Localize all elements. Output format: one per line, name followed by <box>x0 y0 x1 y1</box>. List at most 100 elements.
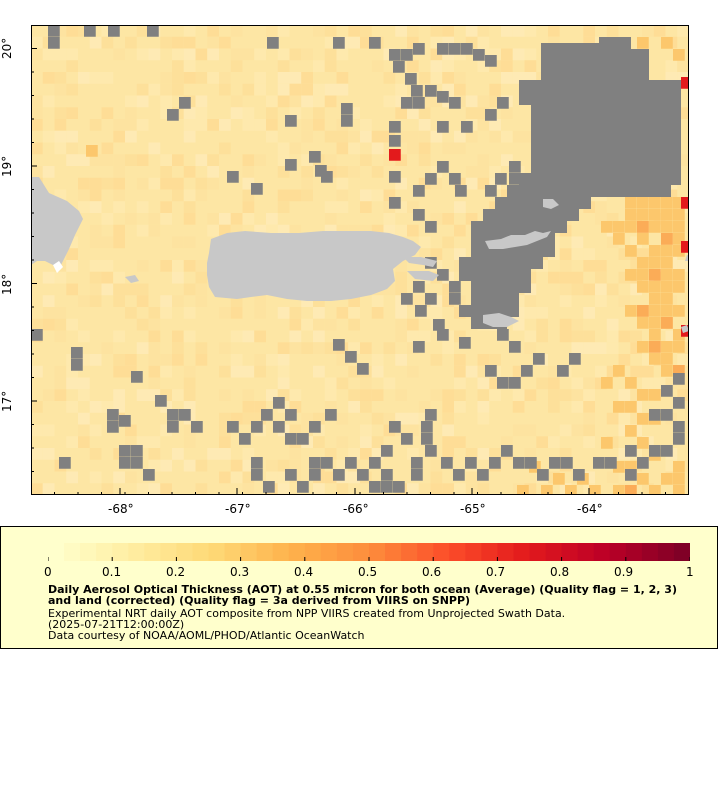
aot-cell <box>501 436 513 448</box>
aot-cell <box>418 142 431 155</box>
aot-cell <box>125 36 137 49</box>
aot-cell <box>606 471 619 484</box>
aot-cell-elevated <box>637 413 649 425</box>
aot-cell <box>266 354 278 366</box>
aot-cell <box>442 83 454 96</box>
aot-cell <box>336 412 349 425</box>
no-data-cell <box>167 421 179 433</box>
aot-cell <box>418 248 431 260</box>
aot-cell <box>136 224 149 237</box>
aot-cell <box>183 166 196 178</box>
aot-cell <box>559 260 572 272</box>
aot-cell <box>524 72 537 84</box>
no-data-cell <box>513 457 525 469</box>
aot-cell <box>254 295 266 307</box>
aot-cell <box>336 201 349 213</box>
aot-cell-elevated <box>649 293 661 305</box>
no-data-cell <box>71 347 83 359</box>
aot-map[interactable] <box>31 25 689 495</box>
aot-cell-high <box>389 149 401 161</box>
aot-cell <box>42 95 55 108</box>
colorbar-segment <box>561 543 579 561</box>
aot-cell-elevated <box>673 221 685 233</box>
aot-cell <box>642 354 654 366</box>
aot-cell <box>207 154 219 166</box>
no-data-cell <box>509 173 521 185</box>
no-data-cell <box>415 305 427 317</box>
aot-cell <box>595 213 607 225</box>
aot-cell <box>172 295 184 307</box>
map-frame[interactable] <box>31 25 689 495</box>
aot-cell <box>54 130 67 143</box>
aot-cell <box>125 365 137 378</box>
colorbar-tick-1: 1 <box>686 565 694 579</box>
aot-cell <box>348 342 360 354</box>
aot-cell <box>54 377 67 390</box>
aot-cell <box>642 483 654 495</box>
aot-cell <box>595 271 607 284</box>
aot-cell <box>160 401 172 413</box>
no-data-cell <box>131 371 143 383</box>
aot-cell <box>477 25 490 37</box>
aot-cell <box>442 448 454 460</box>
no-data-cell <box>59 457 71 469</box>
aot-cell <box>242 166 255 178</box>
aot-cell <box>407 448 419 460</box>
aot-cell <box>172 354 184 366</box>
aot-cell <box>371 60 384 72</box>
no-data-cell <box>661 409 673 421</box>
aot-cell <box>618 330 631 343</box>
no-data-cell <box>411 469 423 481</box>
no-data-cell <box>495 173 507 185</box>
no-data-cell <box>605 457 617 469</box>
aot-cell <box>348 25 360 37</box>
aot-cell <box>78 177 90 190</box>
no-data-cell <box>333 339 345 351</box>
aot-cell <box>606 213 619 225</box>
aot-cell <box>324 213 337 225</box>
aot-cell <box>489 95 501 108</box>
aot-cell <box>78 295 90 307</box>
aot-cell <box>183 236 196 249</box>
aot-cell <box>489 377 501 390</box>
colorbar-segment <box>417 543 434 561</box>
aot-cell <box>360 424 372 437</box>
no-data-cell <box>437 121 449 133</box>
aot-cell <box>148 354 161 366</box>
aot-cell <box>42 307 55 319</box>
aot-cell <box>89 72 102 84</box>
aot-cell-elevated <box>637 281 649 293</box>
aot-cell <box>254 412 266 425</box>
aot-cell <box>430 25 443 37</box>
no-data-cell <box>649 445 661 457</box>
aot-cell <box>348 471 360 484</box>
aot-cell-elevated <box>625 245 637 257</box>
aot-cell <box>324 95 337 108</box>
no-data-cell <box>389 197 401 209</box>
aot-cell <box>219 213 231 225</box>
no-data-cell <box>437 91 449 103</box>
no-data-cell <box>179 97 191 109</box>
aot-cell <box>277 201 290 213</box>
aot-cell <box>571 248 584 260</box>
aot-cell <box>407 95 419 108</box>
aot-cell <box>113 154 125 166</box>
aot-cell <box>477 354 490 366</box>
legend-description: Experimental NRT daily AOT composite fro… <box>48 607 566 620</box>
aot-cell-elevated <box>649 197 661 209</box>
aot-cell <box>477 107 490 119</box>
aot-cell <box>418 154 431 166</box>
aot-cell <box>113 189 125 202</box>
aot-cell <box>407 60 419 72</box>
aot-cell <box>618 412 631 425</box>
aot-cell-high <box>681 241 689 253</box>
aot-cell <box>42 166 55 178</box>
aot-cell-elevated <box>86 145 98 157</box>
no-data-cell <box>179 409 191 421</box>
aot-cell <box>66 130 78 143</box>
st-croix <box>483 313 519 327</box>
aot-cell <box>266 95 278 108</box>
aot-cell <box>360 401 372 413</box>
hispaniola-east-tip <box>31 177 83 265</box>
aot-cell-elevated <box>649 341 661 353</box>
